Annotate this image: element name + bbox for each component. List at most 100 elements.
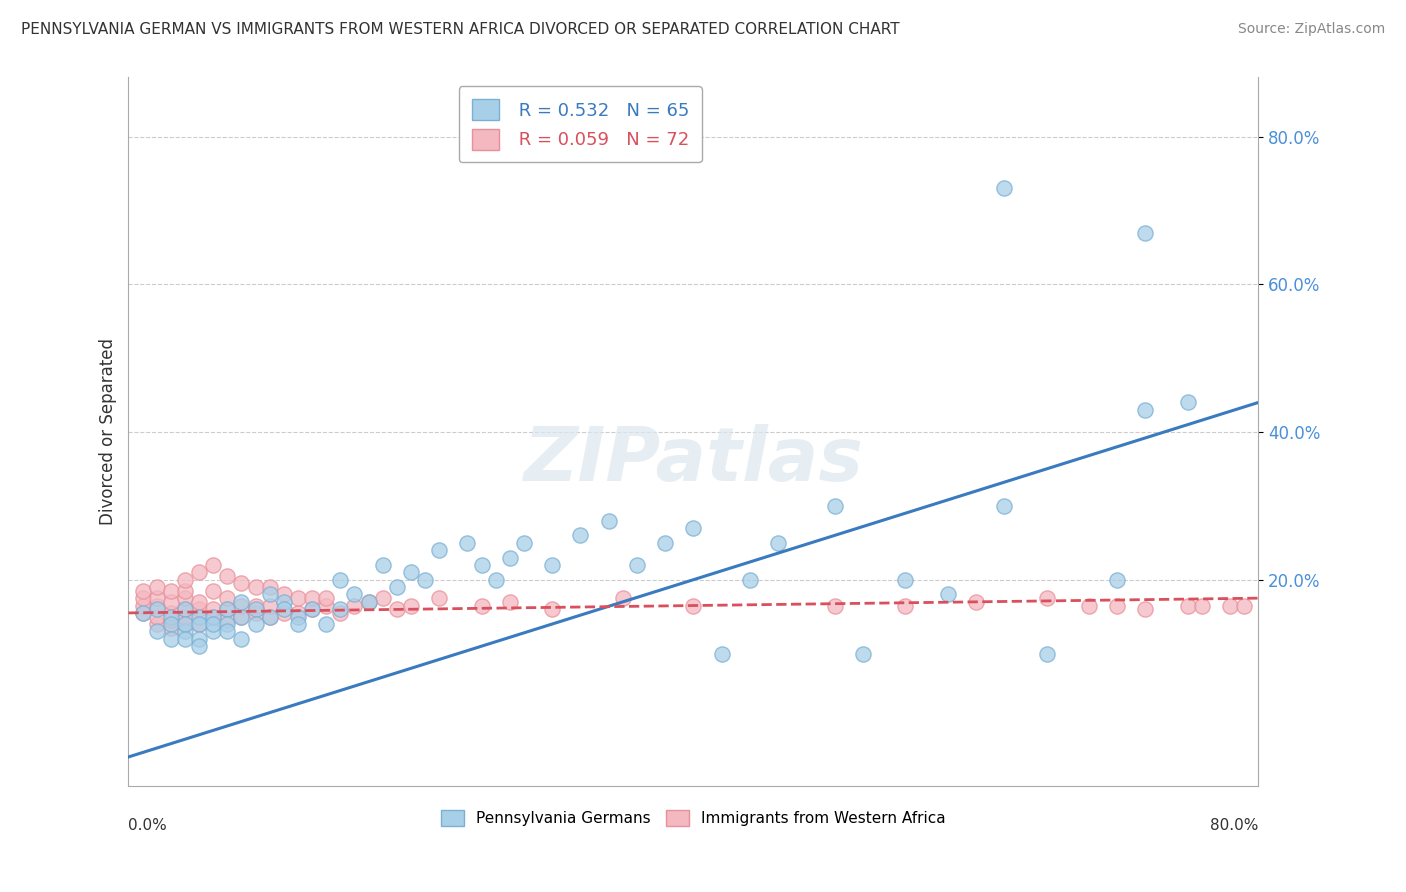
Point (188, 639, 211, 653)
Point (287, 606, 309, 620)
Point (231, 632, 253, 646)
Point (174, 632, 197, 646)
Point (682, 599, 704, 613)
Point (1191, 599, 1213, 613)
Point (245, 617, 267, 632)
Point (231, 609, 253, 624)
Y-axis label: Divorced or Separated: Divorced or Separated (100, 338, 117, 525)
Point (231, 609, 253, 624)
Point (131, 599, 153, 613)
Point (357, 595, 380, 609)
Point (231, 576, 253, 591)
Point (471, 558, 494, 572)
Point (287, 617, 309, 632)
Point (259, 609, 281, 624)
Point (174, 573, 197, 587)
Point (654, 535, 676, 549)
Point (1177, 395, 1199, 409)
Point (371, 558, 394, 572)
Point (245, 599, 267, 613)
Point (682, 521, 704, 535)
Point (1219, 599, 1241, 613)
Point (485, 573, 508, 587)
Point (329, 602, 352, 616)
Point (259, 609, 281, 624)
Point (188, 632, 211, 646)
Point (145, 580, 167, 594)
Point (993, 181, 1015, 195)
Point (273, 606, 295, 620)
Point (569, 528, 592, 542)
Point (145, 609, 167, 624)
Point (499, 595, 522, 609)
Point (541, 558, 564, 572)
Point (513, 535, 536, 549)
Point (301, 591, 323, 606)
Point (399, 566, 422, 580)
Point (245, 606, 267, 620)
Point (413, 573, 436, 587)
Point (245, 580, 267, 594)
Point (965, 595, 987, 609)
Point (145, 624, 167, 639)
Point (894, 573, 917, 587)
Point (188, 602, 211, 616)
Point (329, 606, 352, 620)
Point (329, 573, 352, 587)
Point (768, 535, 790, 549)
Point (188, 566, 211, 580)
Point (541, 602, 564, 616)
Point (231, 595, 253, 609)
Point (174, 602, 197, 616)
Point (174, 617, 197, 632)
Point (993, 499, 1015, 513)
Text: Source: ZipAtlas.com: Source: ZipAtlas.com (1237, 22, 1385, 37)
Point (612, 591, 634, 606)
Point (1107, 573, 1129, 587)
Point (357, 595, 380, 609)
Point (385, 580, 408, 594)
Text: ZIPatlas: ZIPatlas (523, 424, 863, 497)
Point (1135, 402, 1157, 417)
Point (471, 599, 494, 613)
Point (598, 514, 620, 528)
Point (202, 624, 225, 639)
Point (245, 602, 267, 616)
Point (456, 535, 478, 549)
Point (217, 602, 239, 616)
Point (217, 613, 239, 627)
Point (174, 609, 197, 624)
Point (217, 602, 239, 616)
Point (626, 558, 648, 572)
Point (343, 599, 366, 613)
Point (315, 599, 337, 613)
Point (174, 617, 197, 632)
Text: PENNSYLVANIA GERMAN VS IMMIGRANTS FROM WESTERN AFRICA DIVORCED OR SEPARATED CORR: PENNSYLVANIA GERMAN VS IMMIGRANTS FROM W… (21, 22, 900, 37)
Point (160, 613, 183, 627)
Point (188, 617, 211, 632)
Point (160, 621, 183, 635)
Point (427, 591, 450, 606)
Point (315, 617, 337, 632)
Point (259, 587, 281, 601)
Point (824, 599, 846, 613)
Point (145, 599, 167, 613)
Point (259, 580, 281, 594)
Point (160, 617, 183, 632)
Text: 80.0%: 80.0% (1211, 818, 1258, 833)
Point (824, 499, 846, 513)
Point (188, 617, 211, 632)
Point (160, 595, 183, 609)
Point (217, 591, 239, 606)
Point (145, 617, 167, 632)
Point (131, 591, 153, 606)
Point (160, 606, 183, 620)
Point (273, 587, 295, 601)
Point (273, 602, 295, 616)
Point (894, 599, 917, 613)
Point (1035, 647, 1057, 661)
Point (315, 591, 337, 606)
Point (287, 609, 309, 624)
Point (427, 543, 450, 558)
Point (301, 602, 323, 616)
